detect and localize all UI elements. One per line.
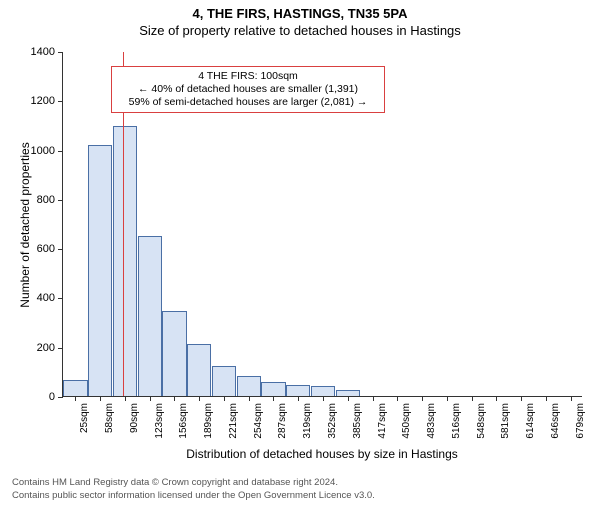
- x-tick: [125, 396, 126, 401]
- x-tick-label: 646sqm: [550, 403, 561, 439]
- x-tick-label: 123sqm: [154, 403, 165, 439]
- footer-line: Contains HM Land Registry data © Crown c…: [12, 477, 375, 489]
- x-tick: [199, 396, 200, 401]
- histogram-bar: [261, 382, 285, 396]
- y-tick: [58, 200, 63, 201]
- x-tick-label: 581sqm: [500, 403, 511, 439]
- histogram-bar: [212, 366, 236, 396]
- annotation-line: ← 40% of detached houses are smaller (1,…: [118, 83, 378, 96]
- annotation-line: 59% of semi-detached houses are larger (…: [118, 96, 378, 109]
- y-tick-label: 800: [37, 194, 55, 206]
- x-tick-label: 58sqm: [104, 403, 115, 433]
- y-tick: [58, 52, 63, 53]
- x-tick-label: 287sqm: [277, 403, 288, 439]
- x-tick-label: 90sqm: [129, 403, 140, 433]
- x-tick: [323, 396, 324, 401]
- x-tick: [496, 396, 497, 401]
- x-tick: [348, 396, 349, 401]
- y-axis-label: Number of detached properties: [18, 142, 32, 307]
- histogram-bar: [237, 376, 261, 396]
- x-tick: [174, 396, 175, 401]
- x-tick: [397, 396, 398, 401]
- footer-line: Contains public sector information licen…: [12, 490, 375, 502]
- annotation-line: 4 THE FIRS: 100sqm: [118, 70, 378, 83]
- x-tick: [373, 396, 374, 401]
- y-tick: [58, 348, 63, 349]
- x-tick: [249, 396, 250, 401]
- x-tick-label: 156sqm: [178, 403, 189, 439]
- x-tick: [422, 396, 423, 401]
- histogram-bar: [311, 386, 335, 396]
- chart-plot-area: 020040060080010001200140025sqm58sqm90sqm…: [62, 52, 582, 397]
- x-tick-label: 221sqm: [228, 403, 239, 439]
- histogram-bar: [113, 126, 137, 396]
- x-tick: [273, 396, 274, 401]
- x-tick-label: 483sqm: [426, 403, 437, 439]
- x-tick-label: 189sqm: [203, 403, 214, 439]
- x-tick-label: 385sqm: [352, 403, 363, 439]
- histogram-bar: [138, 236, 162, 396]
- x-tick-label: 450sqm: [401, 403, 412, 439]
- y-tick-label: 1200: [31, 95, 55, 107]
- y-tick: [58, 298, 63, 299]
- y-tick: [58, 249, 63, 250]
- x-tick-label: 548sqm: [476, 403, 487, 439]
- histogram-bar: [88, 145, 112, 396]
- y-tick-label: 0: [49, 391, 55, 403]
- x-tick: [298, 396, 299, 401]
- y-tick-label: 600: [37, 243, 55, 255]
- x-tick: [521, 396, 522, 401]
- x-tick-label: 25sqm: [79, 403, 90, 433]
- y-tick-label: 400: [37, 292, 55, 304]
- y-tick: [58, 101, 63, 102]
- x-tick: [75, 396, 76, 401]
- y-tick-label: 1000: [31, 145, 55, 157]
- page-title: 4, THE FIRS, HASTINGS, TN35 5PA: [0, 6, 600, 21]
- x-tick-label: 417sqm: [377, 403, 388, 439]
- histogram-bar: [63, 380, 87, 396]
- x-tick: [224, 396, 225, 401]
- y-tick-label: 200: [37, 342, 55, 354]
- y-tick: [58, 397, 63, 398]
- annotation-box: 4 THE FIRS: 100sqm← 40% of detached hous…: [111, 66, 385, 113]
- x-tick: [571, 396, 572, 401]
- x-tick: [546, 396, 547, 401]
- x-tick: [472, 396, 473, 401]
- page-subtitle: Size of property relative to detached ho…: [0, 23, 600, 38]
- histogram-bar: [187, 344, 211, 396]
- x-tick-label: 352sqm: [327, 403, 338, 439]
- x-tick-label: 254sqm: [253, 403, 264, 439]
- footer-attribution: Contains HM Land Registry data © Crown c…: [12, 477, 375, 502]
- histogram-bar: [336, 390, 360, 396]
- histogram-bar: [162, 311, 186, 396]
- y-tick-label: 1400: [31, 46, 55, 58]
- histogram-bar: [286, 385, 310, 396]
- x-tick: [447, 396, 448, 401]
- x-tick-label: 614sqm: [525, 403, 536, 439]
- x-tick-label: 516sqm: [451, 403, 462, 439]
- x-tick-label: 679sqm: [575, 403, 586, 439]
- x-axis-label: Distribution of detached houses by size …: [186, 447, 457, 461]
- x-tick: [150, 396, 151, 401]
- x-tick-label: 319sqm: [302, 403, 313, 439]
- x-tick: [100, 396, 101, 401]
- y-tick: [58, 151, 63, 152]
